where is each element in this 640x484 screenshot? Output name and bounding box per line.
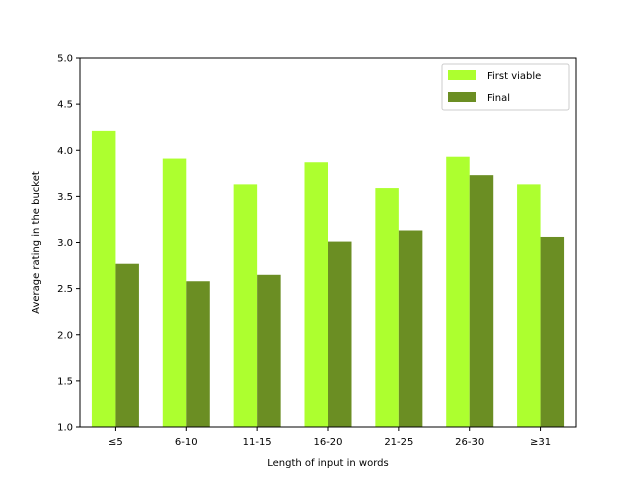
bar-final-5 [469,175,494,427]
bar-first-viable-0 [91,130,116,427]
bar-first-viable-6 [517,184,541,427]
x-tick-label: 11-15 [243,437,272,448]
bar-final-1 [186,281,210,427]
bar-first-viable-3 [304,162,328,427]
legend-entry-first-viable: First viable [448,70,541,82]
bar-first-viable-1 [162,158,187,428]
x-axis-label: Length of input in words [267,458,388,469]
x-tick-label: ≤5 [108,437,123,448]
y-tick-label: 3.0 [57,238,73,249]
y-tick-label: 5.0 [57,54,73,65]
y-axis-label: Average rating in the bucket [31,171,42,314]
bars-layer [91,130,565,428]
legend: First viable Final [441,63,570,111]
y-tick-label: 3.5 [57,192,73,203]
x-tick-label: 16-20 [313,437,342,448]
y-tick-label: 4.5 [57,100,73,111]
x-axis-ticks: ≤5 6-10 11-15 16-20 21-25 26-30 ≥31 [108,427,551,448]
bar-final-4 [398,230,423,427]
legend-swatch-final [448,92,476,102]
bar-final-2 [257,274,281,427]
bar-first-viable-4 [375,188,399,427]
x-tick-label: 6-10 [175,437,198,448]
bar-first-viable-2 [233,184,258,427]
x-tick-label: 21-25 [384,437,413,448]
y-tick-label: 1.0 [57,423,73,434]
x-tick-label: 26-30 [455,437,484,448]
legend-swatch-first-viable [448,70,476,80]
bar-first-viable-5 [446,156,470,427]
x-tick-label: ≥31 [530,437,551,448]
legend-label-final: Final [487,93,510,104]
bar-final-6 [540,236,565,427]
y-tick-label: 2.0 [57,330,73,341]
legend-entry-final: Final [448,92,510,104]
y-axis-ticks: 1.0 1.5 2.0 2.5 3.0 3.5 4.0 4.5 5.0 [57,54,80,434]
y-tick-label: 4.0 [57,146,73,157]
bar-final-3 [328,241,352,427]
y-tick-label: 1.5 [57,376,73,387]
legend-label-first-viable: First viable [487,71,541,82]
bar-final-0 [115,263,139,427]
y-tick-label: 2.5 [57,284,73,295]
